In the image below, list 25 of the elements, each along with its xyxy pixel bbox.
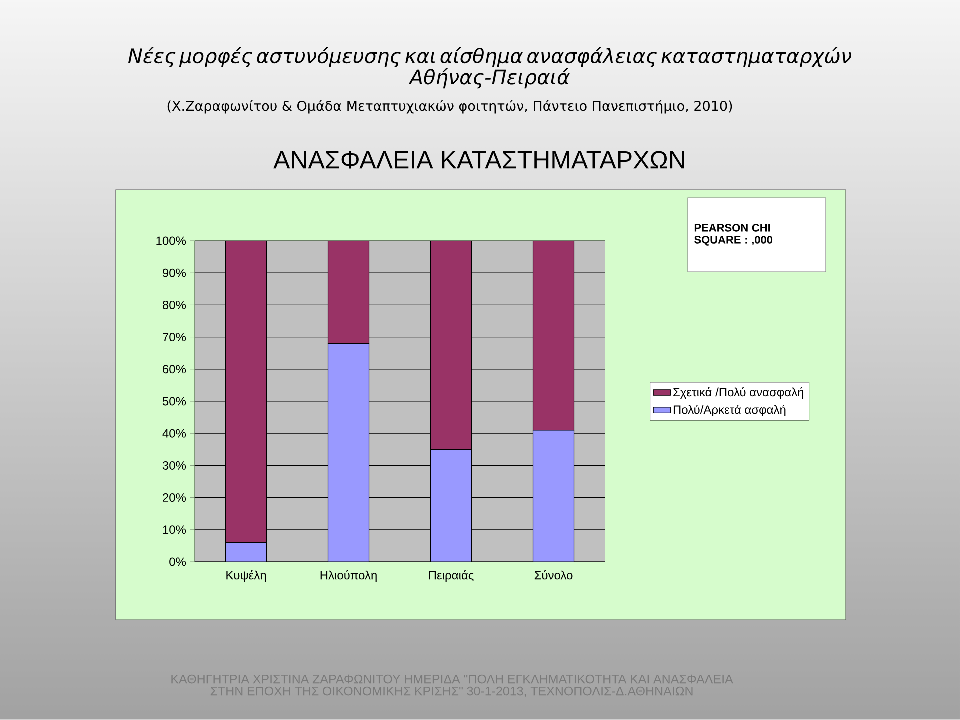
text: PEARSON CHI SQUARE : ,000 — [694, 224, 773, 246]
y-tick-label: 40% — [162, 429, 186, 438]
chart-subtitle: (Χ.Ζαραφωνίτου & Ομάδα Μεταπτυχιακών φοιτητών, Πάντειο Πανεπιστήμιο, 2010) — [168, 100, 732, 114]
y-tick-label: 10% — [163, 526, 186, 534]
y-tick-label: 60% — [163, 365, 186, 374]
y-tick-label: 80% — [162, 300, 186, 310]
text: ΑΝΑΣΦΑΛΕΙΑ ΚΑΤΑΣΤΗΜΑΤΑΡΧΩΝ — [274, 151, 684, 169]
legend-label: Σχετικά /Πολύ ανασφαλή — [674, 387, 804, 399]
chart-title: Νέες μορφές αστυνόμευσης και αίσθημα ανασφάλειας καταστηματαρχών Αθήνας-Πειραιά — [128, 47, 852, 89]
legend-label: Πολύ/Αρκετά ασφαλή — [674, 405, 786, 417]
bar — [532, 240, 575, 431]
bar — [225, 240, 268, 544]
x-tick-label: Πειραιάς — [429, 570, 474, 582]
y-tick-label: 30% — [162, 461, 186, 470]
x-tick-label: Ηλιούπολη — [320, 570, 377, 582]
y-tick-label: 90% — [163, 268, 186, 278]
x-tick-label: Σύνολο — [534, 570, 573, 580]
y-tick-label: 20% — [163, 494, 186, 502]
x-tick-label: Κυψέλη — [226, 570, 266, 582]
bar — [328, 240, 370, 344]
y-tick-label: 0% — [170, 558, 186, 566]
y-tick-label: 50% — [162, 397, 186, 406]
y-tick-label: 70% — [163, 333, 186, 342]
bar — [430, 240, 472, 450]
y-tick-label: 100% — [156, 236, 186, 246]
